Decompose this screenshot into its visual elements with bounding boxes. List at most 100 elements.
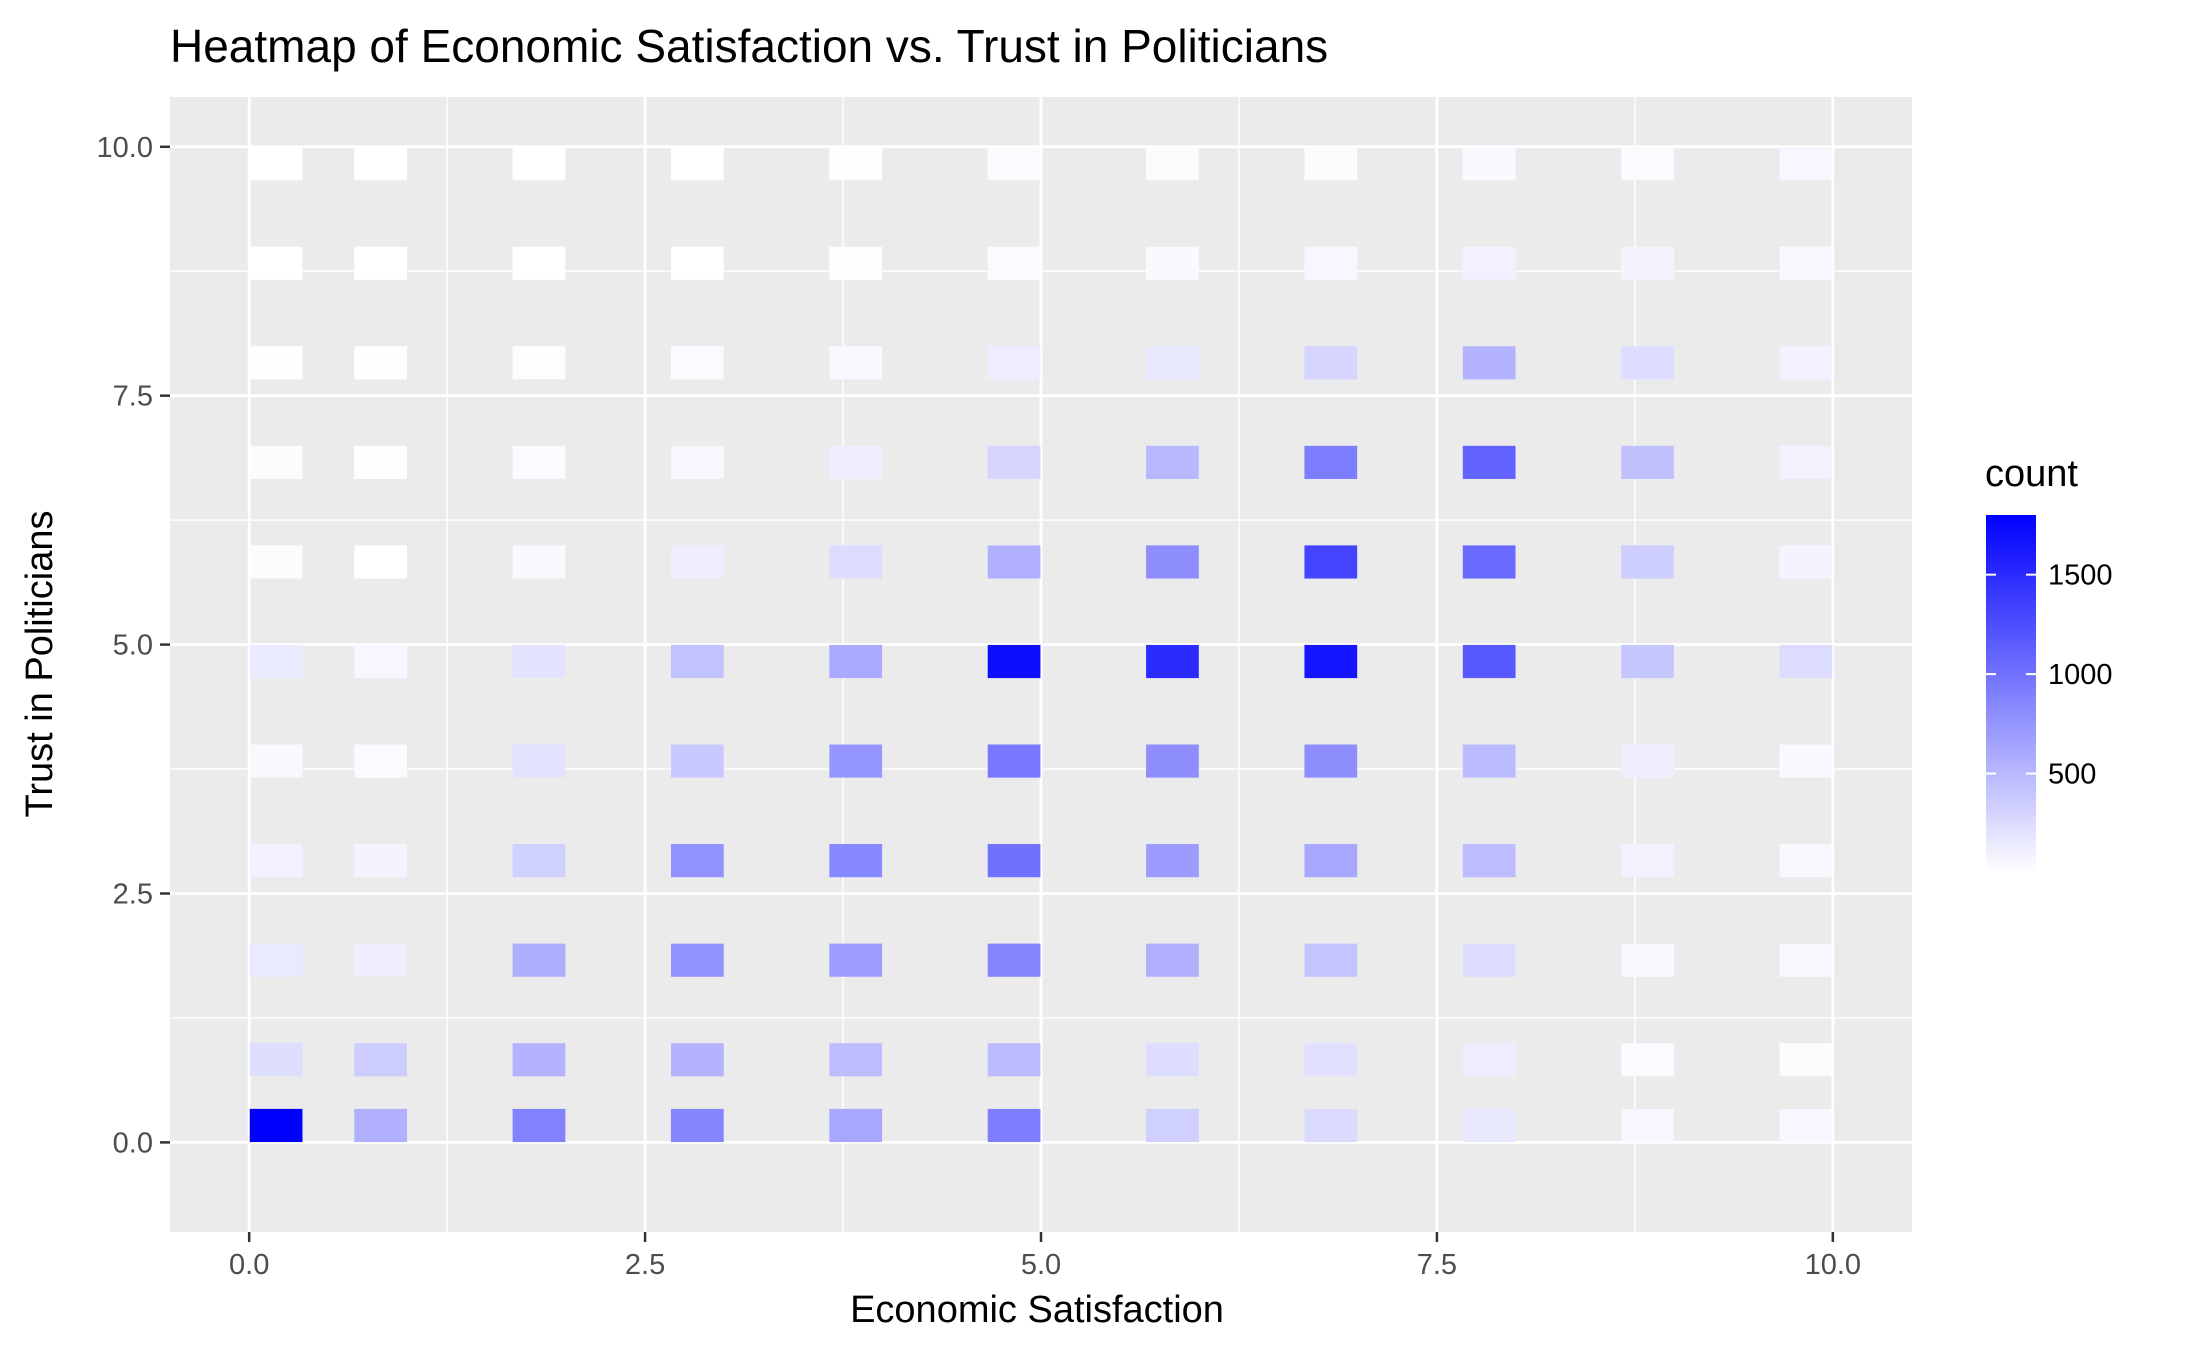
heatmap-cell <box>354 943 407 977</box>
x-axis-label: Economic Satisfaction <box>850 1289 1224 1331</box>
heatmap-cell <box>1304 246 1358 280</box>
heatmap-cell <box>1462 246 1516 280</box>
heatmap-cell <box>1621 346 1674 380</box>
heatmap-cell <box>249 844 303 878</box>
heatmap-cell <box>354 445 407 479</box>
heatmap-cell <box>1621 844 1674 878</box>
heatmap-cell <box>1304 1043 1358 1077</box>
heatmap-cell <box>987 644 1041 679</box>
heatmap-cell <box>829 844 883 878</box>
heatmap-cell <box>354 246 407 280</box>
heatmap-cell <box>829 644 883 679</box>
legend-title: count <box>1985 453 2078 495</box>
heatmap-cell <box>1621 445 1674 479</box>
legend: count 500 1000 1500 <box>1985 453 2113 873</box>
heatmap-cell <box>1146 246 1199 280</box>
heatmap-cell <box>1462 147 1516 181</box>
x-tick-label: 7.5 <box>1417 1249 1457 1281</box>
heatmap-cell <box>1304 943 1358 977</box>
heatmap-cell <box>512 744 566 778</box>
heatmap-cell <box>670 445 724 479</box>
heatmap-cell <box>670 1108 724 1143</box>
legend-tick-label: 500 <box>2048 759 2096 791</box>
heatmap-cell <box>1779 147 1833 181</box>
heatmap-cell <box>1621 644 1674 679</box>
heatmap-cell <box>354 346 407 380</box>
heatmap-cell <box>354 147 407 181</box>
y-tick-label: 0.0 <box>113 1127 153 1159</box>
heatmap-cell <box>1462 445 1516 479</box>
heatmap-cell <box>1779 1043 1833 1077</box>
y-tick-label: 2.5 <box>113 878 153 910</box>
heatmap-cell <box>1779 1108 1833 1143</box>
heatmap-cell <box>1304 1108 1358 1143</box>
legend-tick-label: 1000 <box>2048 659 2113 691</box>
legend-tick-label: 1500 <box>2048 560 2113 592</box>
heatmap-cell <box>1621 744 1674 778</box>
heatmap-cell <box>1146 1108 1199 1143</box>
heatmap-cell <box>670 346 724 380</box>
heatmap-cell <box>1779 644 1833 679</box>
heatmap-cell <box>1779 545 1833 579</box>
heatmap-cell <box>1462 844 1516 878</box>
heatmap-cell <box>249 545 303 579</box>
heatmap-cell <box>829 1043 883 1077</box>
heatmap-cell <box>987 1108 1041 1143</box>
heatmap-cell <box>1146 744 1199 778</box>
heatmap-cell <box>249 1108 303 1143</box>
heatmap-cell <box>1146 943 1199 977</box>
heatmap-cell <box>1304 844 1358 878</box>
heatmap-cell <box>512 1043 566 1077</box>
heatmap-cell <box>512 844 566 878</box>
heatmap-cell <box>987 744 1041 778</box>
heatmap-cell <box>512 346 566 380</box>
heatmap-cell <box>354 1043 407 1077</box>
heatmap-cell <box>1304 545 1358 579</box>
heatmap-cell <box>987 943 1041 977</box>
heatmap-cell <box>670 943 724 977</box>
heatmap-cell <box>670 644 724 679</box>
x-tick-label: 2.5 <box>625 1249 665 1281</box>
heatmap-cell <box>354 844 407 878</box>
heatmap-cell <box>670 545 724 579</box>
heatmap-cell <box>1462 744 1516 778</box>
heatmap-cell <box>249 445 303 479</box>
heatmap-cell <box>512 1108 566 1143</box>
heatmap-cell <box>1146 346 1199 380</box>
heatmap-cell <box>249 147 303 181</box>
legend-colorbar <box>1986 515 2036 873</box>
heatmap-cell <box>1146 147 1199 181</box>
heatmap-cell <box>1146 844 1199 878</box>
heatmap-cell <box>512 545 566 579</box>
heatmap-cell <box>1462 346 1516 380</box>
x-tick-label: 0.0 <box>229 1249 269 1281</box>
heatmap-cell <box>987 246 1041 280</box>
heatmap-cell <box>1146 644 1199 679</box>
y-tick-label: 7.5 <box>113 381 153 413</box>
heatmap-cell <box>1462 1108 1516 1143</box>
heatmap-cell <box>987 1043 1041 1077</box>
heatmap-cell <box>1304 147 1358 181</box>
heatmap-cell <box>1304 445 1358 479</box>
heatmap-cell <box>249 744 303 778</box>
heatmap-cell <box>829 346 883 380</box>
x-tick-label: 10.0 <box>1805 1249 1861 1281</box>
heatmap-cell <box>249 246 303 280</box>
heatmap-cell <box>512 147 566 181</box>
heatmap-cell <box>249 644 303 679</box>
heatmap-cell <box>1462 943 1516 977</box>
heatmap-cell <box>1304 346 1358 380</box>
heatmap-cell <box>354 545 407 579</box>
heatmap-cell <box>987 445 1041 479</box>
heatmap-cell <box>1779 445 1833 479</box>
axes: 0.0 2.5 5.0 7.5 10.0 0.0 2.5 5.0 7.5 10.0 <box>97 132 1861 1281</box>
heatmap-cells <box>249 147 1833 1143</box>
heatmap-cell <box>829 744 883 778</box>
heatmap-cell <box>1621 147 1674 181</box>
chart-title: Heatmap of Economic Satisfaction vs. Tru… <box>170 20 1328 72</box>
heatmap-cell <box>987 147 1041 181</box>
heatmap-cell <box>249 1043 303 1077</box>
heatmap-cell <box>1146 545 1199 579</box>
heatmap-cell <box>829 943 883 977</box>
